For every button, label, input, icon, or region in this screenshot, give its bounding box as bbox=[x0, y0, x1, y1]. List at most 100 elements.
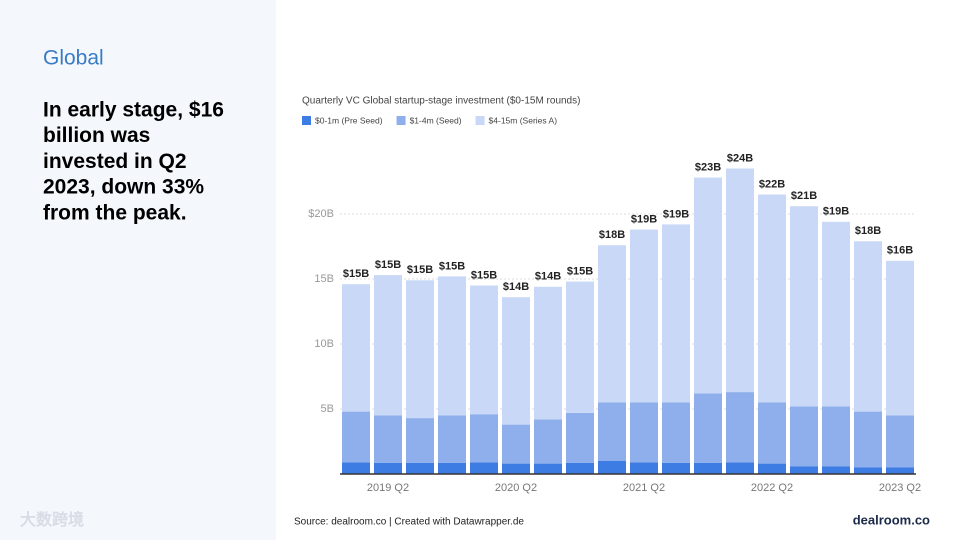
total-label: $15B bbox=[471, 269, 497, 281]
bar-segment bbox=[662, 224, 690, 403]
bar-segment bbox=[854, 467, 882, 474]
headline-line: 2023, down 33% bbox=[43, 176, 204, 199]
bar-segment bbox=[502, 424, 530, 464]
bar-segment bbox=[470, 462, 498, 474]
bar-segment bbox=[886, 467, 914, 474]
bar-segment bbox=[758, 194, 786, 403]
total-label: $14B bbox=[535, 271, 561, 283]
legend-swatch bbox=[302, 116, 311, 125]
legend-swatch bbox=[396, 116, 406, 125]
bar-segment bbox=[694, 393, 722, 463]
bar-segment bbox=[566, 412, 594, 463]
bar-segment bbox=[406, 462, 434, 474]
bar-segment bbox=[374, 462, 402, 474]
bar-segment bbox=[502, 463, 530, 474]
bar-segment bbox=[438, 415, 466, 463]
bar-segment bbox=[790, 406, 818, 467]
y-tick-label: 5B bbox=[321, 403, 334, 415]
total-label: $19B bbox=[663, 208, 689, 220]
chart-title: Quarterly VC Global startup-stage invest… bbox=[302, 96, 580, 107]
headline-line: billion was bbox=[43, 124, 150, 147]
total-label: $18B bbox=[599, 229, 625, 241]
bar-segment bbox=[566, 462, 594, 474]
bar-segment bbox=[438, 276, 466, 416]
x-tick-label: 2020 Q2 bbox=[495, 482, 537, 494]
x-tick-label: 2021 Q2 bbox=[623, 482, 665, 494]
section-title: Global bbox=[43, 47, 104, 70]
bar-segment bbox=[598, 245, 626, 403]
total-label: $15B bbox=[407, 264, 433, 276]
y-tick-label: 10B bbox=[314, 338, 334, 350]
bar-segment bbox=[854, 411, 882, 468]
source: Source: dealroom.co | Created with Dataw… bbox=[294, 517, 524, 528]
total-label: $19B bbox=[631, 214, 657, 226]
bar-segment bbox=[694, 177, 722, 394]
bar-segment bbox=[822, 406, 850, 467]
bar-segment bbox=[598, 461, 626, 474]
bar-segment bbox=[790, 466, 818, 474]
total-label: $18B bbox=[855, 225, 881, 237]
bar-segment bbox=[374, 415, 402, 463]
total-label: $15B bbox=[567, 266, 593, 278]
bar-segment bbox=[406, 418, 434, 463]
bar-segment bbox=[374, 275, 402, 416]
bar-segment bbox=[470, 285, 498, 415]
logo: dealroom.co bbox=[853, 512, 930, 527]
x-tick-label: 2023 Q2 bbox=[879, 482, 921, 494]
watermark: 大数跨境 bbox=[20, 510, 84, 529]
x-tick-label: 2019 Q2 bbox=[367, 482, 409, 494]
legend-label: $1-4m (Seed) bbox=[410, 115, 462, 125]
bar-segment bbox=[822, 466, 850, 474]
bar-segment bbox=[534, 419, 562, 464]
bar-segment bbox=[630, 462, 658, 474]
total-label: $15B bbox=[375, 259, 401, 271]
y-tick-label: 15B bbox=[314, 273, 334, 285]
headline-line: In early stage, $16 bbox=[43, 99, 224, 122]
bar-segment bbox=[886, 260, 914, 416]
bar-segment bbox=[726, 462, 754, 474]
bar-segment bbox=[886, 415, 914, 468]
total-label: $15B bbox=[439, 260, 465, 272]
bar-segment bbox=[854, 241, 882, 412]
total-label: $21B bbox=[791, 190, 817, 202]
bar-segment bbox=[662, 402, 690, 463]
total-label: $23B bbox=[695, 162, 721, 174]
bar-segment bbox=[758, 463, 786, 474]
legend-label: $4-15m (Series A) bbox=[489, 115, 558, 125]
headline-line: from the peak. bbox=[43, 201, 187, 224]
bar-segment bbox=[534, 463, 562, 474]
total-label: $22B bbox=[759, 178, 785, 190]
bar-segment bbox=[470, 414, 498, 463]
bar-segment bbox=[438, 462, 466, 474]
x-tick-label: 2022 Q2 bbox=[751, 482, 793, 494]
bar-segment bbox=[630, 402, 658, 463]
headline-line: invested in Q2 bbox=[43, 150, 187, 173]
bar-segment bbox=[726, 168, 754, 393]
bar-segment bbox=[342, 284, 370, 412]
bar-segment bbox=[662, 462, 690, 474]
total-label: $24B bbox=[727, 152, 753, 164]
legend-label: $0-1m (Pre Seed) bbox=[315, 115, 383, 125]
total-label: $19B bbox=[823, 206, 849, 218]
bar-segment bbox=[630, 229, 658, 403]
legend-swatch bbox=[475, 116, 485, 125]
bar-segment bbox=[790, 206, 818, 407]
bar-segment bbox=[342, 411, 370, 463]
bar-segment bbox=[694, 462, 722, 474]
total-label: $16B bbox=[887, 245, 913, 257]
bar-segment bbox=[726, 392, 754, 463]
bar-segment bbox=[758, 402, 786, 464]
bar-segment bbox=[566, 281, 594, 413]
bar-segment bbox=[598, 402, 626, 461]
total-label: $14B bbox=[503, 281, 529, 293]
bar-segment bbox=[534, 286, 562, 420]
y-tick-label: $20B bbox=[308, 208, 334, 220]
total-label: $15B bbox=[343, 268, 369, 280]
left-panel bbox=[0, 0, 276, 540]
bar-segment bbox=[822, 221, 850, 407]
bar-segment bbox=[406, 280, 434, 419]
bar-segment bbox=[502, 297, 530, 425]
bar-segment bbox=[342, 462, 370, 474]
